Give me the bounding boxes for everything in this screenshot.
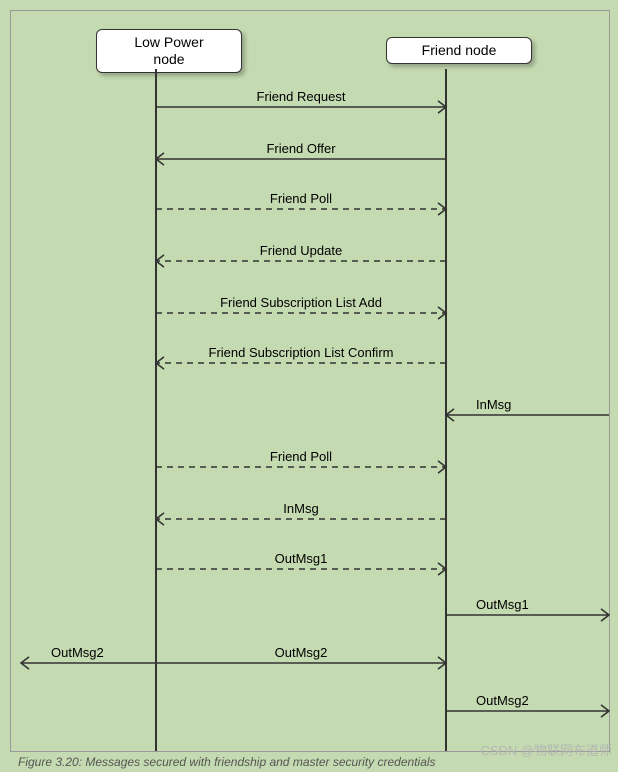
message-label: Friend Poll bbox=[156, 191, 446, 206]
message-label: Friend Update bbox=[156, 243, 446, 258]
message-label: Friend Subscription List Add bbox=[156, 295, 446, 310]
external-message-label: InMsg bbox=[476, 397, 511, 412]
watermark-text: CSDN @物联网布道师 bbox=[480, 740, 612, 759]
external-message-label: OutMsg2 bbox=[476, 693, 529, 708]
figure-caption: Figure 3.20: Messages secured with frien… bbox=[18, 755, 436, 769]
external-message-label: OutMsg1 bbox=[476, 597, 529, 612]
message-label: Friend Request bbox=[156, 89, 446, 104]
message-label: Friend Offer bbox=[156, 141, 446, 156]
external-message-label: OutMsg2 bbox=[51, 645, 104, 660]
message-label: Friend Poll bbox=[156, 449, 446, 464]
message-label: OutMsg1 bbox=[156, 551, 446, 566]
message-label: Friend Subscription List Confirm bbox=[156, 345, 446, 360]
message-label: InMsg bbox=[156, 501, 446, 516]
sequence-diagram: Low Powernode Friend node bbox=[10, 10, 610, 752]
message-label: OutMsg2 bbox=[156, 645, 446, 660]
